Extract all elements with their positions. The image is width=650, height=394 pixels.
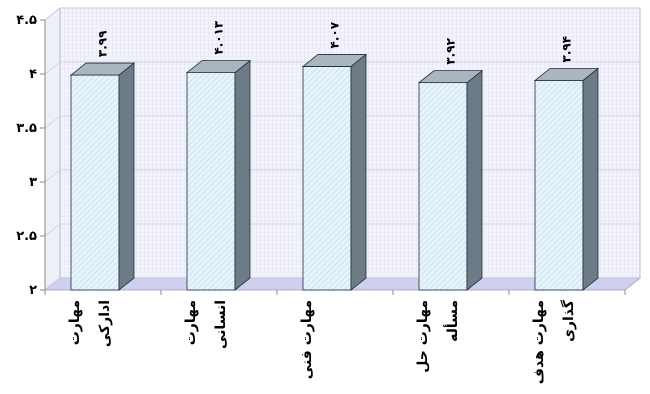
gridline (44, 7, 640, 21)
bar-top (185, 60, 252, 73)
bar (69, 62, 136, 291)
bar-front (302, 66, 352, 291)
y-tick-label: ۳ (29, 175, 37, 190)
bar (185, 59, 252, 291)
bar-top (69, 62, 136, 76)
x-category-label: مهارت حل (415, 300, 431, 373)
data-label: ۳.۹۴ (560, 36, 574, 63)
x-category-label: گذاری (560, 299, 577, 342)
bar (301, 53, 368, 291)
bar-top (417, 70, 484, 84)
x-category-label: مهارت فنی (299, 300, 315, 379)
bar-front (70, 74, 120, 291)
bar-front (418, 82, 468, 291)
category-labels: مهارت ادارکی مهارت انسانی مهارت فنی مهارت حل م… (67, 299, 577, 384)
bar-side (234, 59, 251, 291)
bar-front (186, 72, 236, 291)
x-category-label: ادارکی (97, 300, 113, 347)
side-wall (44, 7, 61, 291)
bar-side (350, 53, 367, 291)
bar (417, 69, 484, 291)
y-tick-label: ۲ (29, 283, 37, 298)
y-tick-label: ۴.۵ (16, 13, 37, 28)
y-axis: ۲ ۲.۵ ۳ ۳.۵ ۴ ۴.۵ (16, 13, 626, 298)
bar-top (533, 68, 600, 81)
bar-side (466, 69, 483, 291)
x-category-label: مهارت هدف (531, 300, 547, 384)
bar-side (582, 67, 599, 291)
y-tick-label: ۳.۵ (16, 121, 37, 136)
gridline (44, 61, 640, 75)
x-category-label: انسانی (213, 300, 229, 349)
y-tick-label: ۴ (29, 67, 37, 82)
bar-top (301, 54, 368, 67)
x-category-label: مهارت (183, 300, 199, 345)
y-tick-label: ۲.۵ (16, 229, 37, 244)
data-label: ۳.۹۹ (96, 30, 110, 57)
data-label: ۳.۹۲ (444, 37, 458, 64)
data-label: ۴.۰۱۳ (212, 20, 226, 55)
x-category-label: مهارت (67, 300, 83, 345)
data-label: ۴.۰۷ (328, 21, 342, 48)
bars (69, 53, 600, 291)
bar-front (534, 80, 584, 291)
x-category-label: مسأله (443, 300, 461, 342)
data-labels: ۳.۹۹ ۴.۰۱۳ ۴.۰۷ ۳.۹۲ ۳.۹۴ (96, 20, 574, 65)
bar-side (118, 62, 135, 291)
bar (533, 67, 600, 291)
